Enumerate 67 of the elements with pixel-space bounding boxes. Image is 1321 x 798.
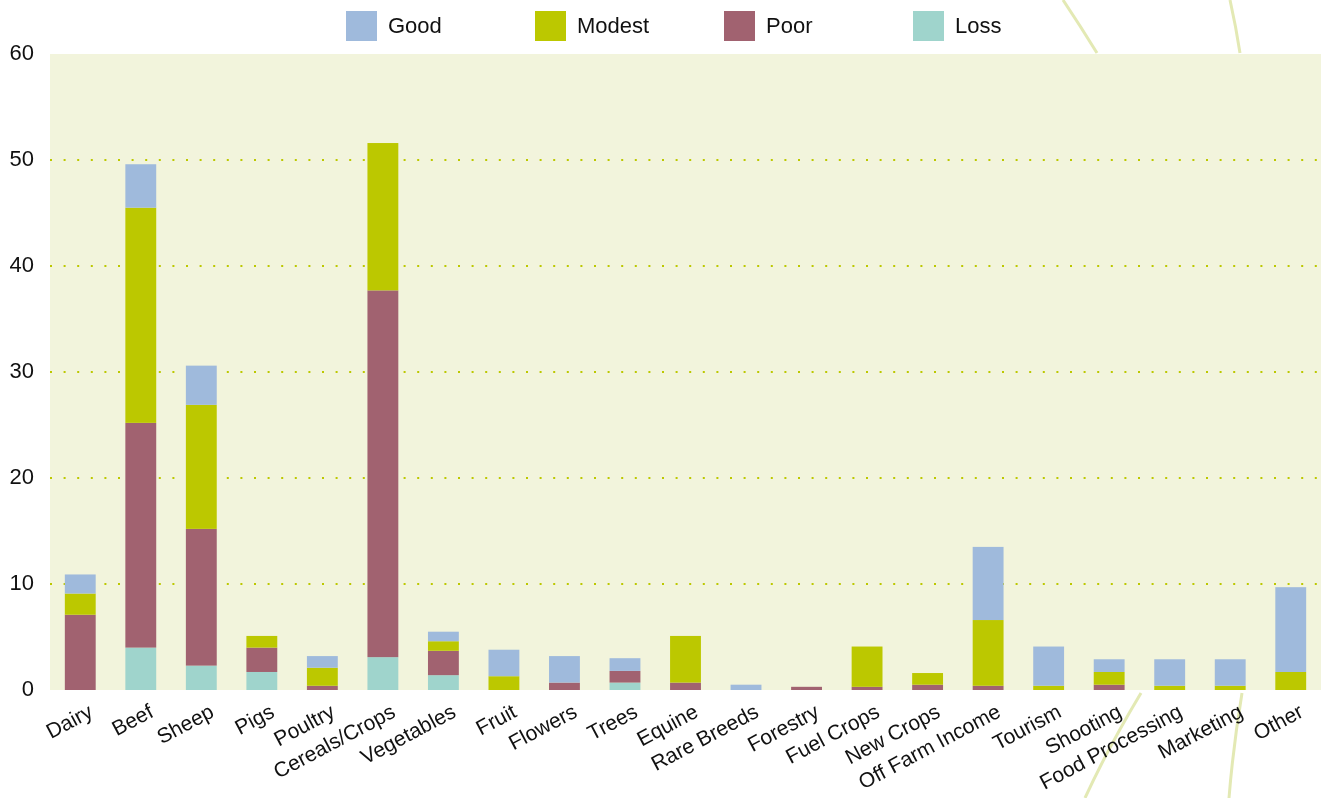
bar xyxy=(1275,587,1307,672)
bar xyxy=(488,649,520,677)
y-tick-label: 30 xyxy=(9,357,34,383)
bar xyxy=(125,164,157,208)
bar xyxy=(185,404,217,529)
bar xyxy=(549,656,580,683)
bar xyxy=(427,631,459,642)
bar xyxy=(609,682,641,690)
bar xyxy=(125,422,157,648)
bar xyxy=(670,682,701,690)
bar xyxy=(367,290,399,658)
bar xyxy=(1275,671,1307,690)
bar xyxy=(1033,646,1065,686)
x-tick-label: Other xyxy=(1249,699,1307,745)
bar xyxy=(851,686,883,690)
bar xyxy=(730,684,762,690)
bar xyxy=(1093,671,1125,685)
bar xyxy=(367,657,399,690)
bar xyxy=(306,667,338,686)
bar xyxy=(851,646,883,687)
x-tick-label: Dairy xyxy=(42,698,97,743)
bar xyxy=(1154,685,1186,690)
bar xyxy=(64,593,96,615)
bar xyxy=(427,641,459,651)
legend-label: Modest xyxy=(577,12,650,38)
bar xyxy=(246,647,278,672)
bar xyxy=(64,614,96,690)
y-tick-label: 0 xyxy=(21,675,34,701)
bar xyxy=(427,675,459,690)
bar xyxy=(1214,659,1246,686)
bar xyxy=(609,670,641,683)
bar xyxy=(306,685,338,690)
bar xyxy=(1093,684,1125,690)
bar xyxy=(972,546,1004,621)
y-tick-label: 40 xyxy=(9,251,34,277)
legend-label: Loss xyxy=(955,12,1002,38)
bar xyxy=(185,665,217,690)
bar xyxy=(185,528,217,666)
bar xyxy=(185,365,217,405)
y-tick-label: 50 xyxy=(9,145,34,171)
bar xyxy=(972,620,1004,686)
bar xyxy=(972,685,1004,690)
bar xyxy=(670,635,701,683)
y-tick-label: 60 xyxy=(9,39,34,65)
bar xyxy=(246,635,278,648)
bar xyxy=(1033,685,1065,690)
bar xyxy=(125,207,157,423)
y-tick-label: 20 xyxy=(9,463,34,489)
bar xyxy=(549,682,580,690)
y-tick-label: 10 xyxy=(9,569,34,595)
bar xyxy=(912,684,944,690)
x-tick-label: Beef xyxy=(107,699,157,740)
bar xyxy=(1154,659,1186,686)
bar xyxy=(791,686,822,690)
bar xyxy=(912,673,944,685)
bar xyxy=(64,574,96,594)
bar xyxy=(246,671,278,690)
bar xyxy=(306,656,338,668)
bar xyxy=(1093,659,1125,672)
bar xyxy=(427,650,459,676)
bar xyxy=(367,143,399,291)
bar xyxy=(125,647,157,690)
legend-label: Poor xyxy=(766,12,813,38)
bar xyxy=(609,658,641,671)
bar xyxy=(1214,685,1246,690)
bar xyxy=(488,676,520,690)
legend-label: Good xyxy=(388,12,442,38)
